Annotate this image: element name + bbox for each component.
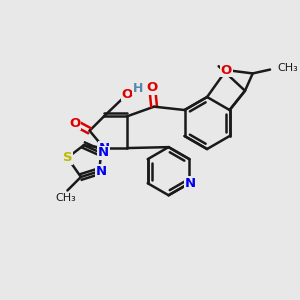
Text: CH₃: CH₃ [278,63,298,73]
Text: O: O [70,116,81,130]
Text: O: O [147,81,158,94]
Text: N: N [98,146,109,159]
Text: CH₃: CH₃ [55,193,76,203]
Text: N: N [96,165,107,178]
Text: H: H [133,82,143,95]
Text: O: O [122,88,133,100]
Text: N: N [185,177,196,190]
Text: N: N [98,142,110,154]
Text: S: S [63,151,72,164]
Text: O: O [221,64,232,76]
